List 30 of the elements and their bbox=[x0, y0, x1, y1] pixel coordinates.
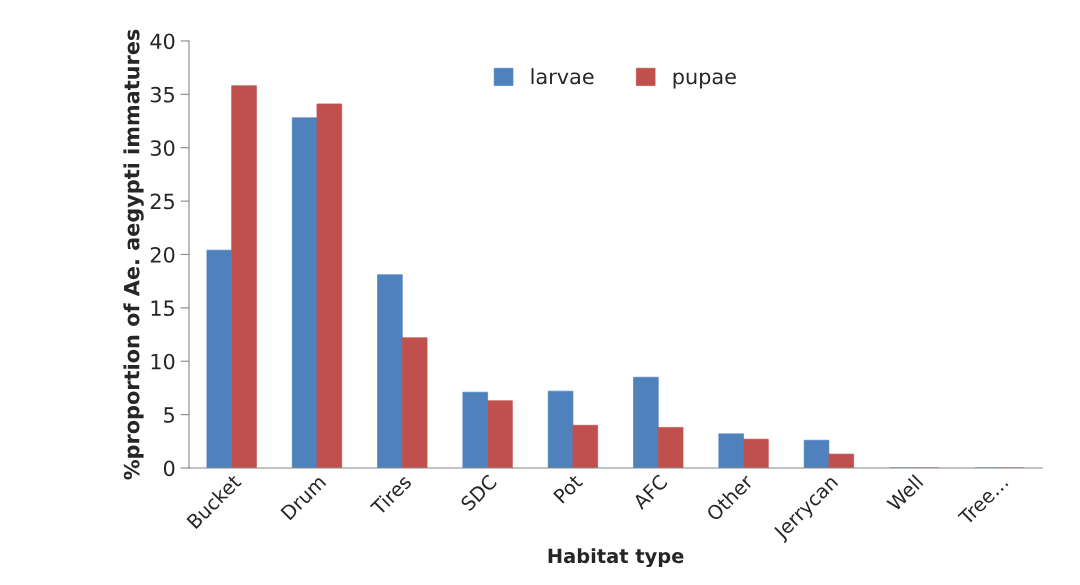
y-tick-label: 30 bbox=[150, 140, 175, 156]
bar bbox=[231, 85, 257, 468]
x-axis-title: Habitat type bbox=[548, 548, 684, 568]
bar bbox=[633, 376, 659, 468]
bar bbox=[718, 433, 744, 468]
bar bbox=[803, 439, 830, 468]
y-tick-label: 40 bbox=[150, 33, 175, 50]
bar bbox=[743, 438, 769, 468]
y-tick-label: 35 bbox=[150, 86, 174, 103]
y-tick-label: 10 bbox=[151, 353, 175, 370]
x-tick-label: Pot bbox=[553, 473, 584, 504]
bar bbox=[487, 400, 513, 468]
bar bbox=[291, 117, 318, 468]
legend-label: larvae bbox=[531, 68, 594, 85]
y-tick-label: 20 bbox=[150, 246, 175, 263]
bar bbox=[547, 390, 574, 468]
y-tick-label: 25 bbox=[150, 193, 174, 210]
bar bbox=[572, 424, 599, 468]
y-tick-label: 15 bbox=[151, 300, 174, 317]
legend-label: pupae bbox=[673, 72, 736, 89]
bar bbox=[206, 249, 233, 468]
y-tick-label: 0 bbox=[163, 460, 175, 477]
bar bbox=[462, 391, 488, 468]
bar bbox=[828, 453, 854, 468]
bar bbox=[377, 274, 403, 468]
bar bbox=[657, 427, 684, 468]
bar bbox=[316, 103, 343, 468]
bar bbox=[401, 337, 428, 468]
y-axis-title: %proportion of Ae. aegypti immatures bbox=[123, 29, 144, 480]
y-tick-label: 5 bbox=[164, 407, 174, 423]
